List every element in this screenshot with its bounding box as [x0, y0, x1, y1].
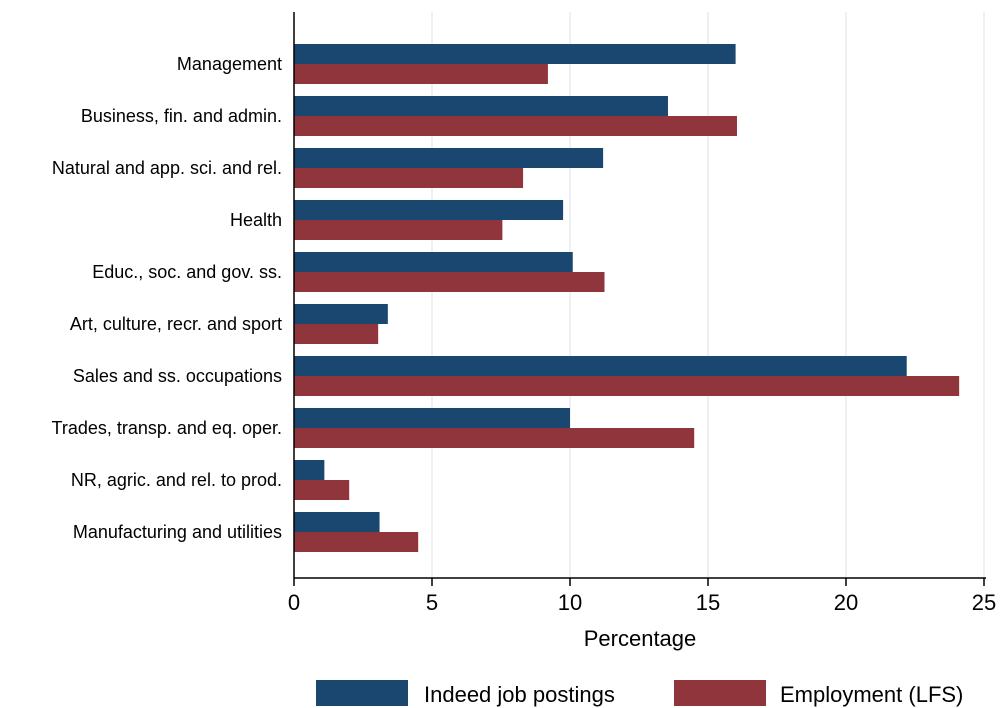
- x-axis-title: Percentage: [584, 626, 697, 651]
- bar-employment-lfs: [294, 480, 350, 500]
- bar-indeed-job-postings: [294, 408, 570, 428]
- category-label: Natural and app. sci. and rel.: [52, 158, 282, 178]
- x-tick-label: 15: [696, 590, 720, 615]
- bar-indeed-job-postings: [294, 356, 907, 376]
- bar-indeed-job-postings: [294, 200, 564, 220]
- category-label: Art, culture, recr. and sport: [70, 314, 282, 334]
- x-tick-label: 20: [834, 590, 858, 615]
- x-tick-label: 0: [288, 590, 300, 615]
- legend: Indeed job postings Employment (LFS): [316, 680, 963, 707]
- legend-label-indeed: Indeed job postings: [424, 682, 615, 707]
- category-label: Trades, transp. and eq. oper.: [52, 418, 282, 438]
- bar-employment-lfs: [294, 324, 379, 344]
- category-label: Manufacturing and utilities: [73, 522, 282, 542]
- bar-employment-lfs: [294, 116, 737, 136]
- category-label: Sales and ss. occupations: [73, 366, 282, 386]
- bar-indeed-job-postings: [294, 512, 380, 532]
- bars: [294, 44, 960, 552]
- bar-employment-lfs: [294, 64, 548, 84]
- bar-employment-lfs: [294, 272, 605, 292]
- bar-indeed-job-postings: [294, 304, 388, 324]
- bar-indeed-job-postings: [294, 148, 604, 168]
- category-label: Health: [230, 210, 282, 230]
- bar-employment-lfs: [294, 220, 503, 240]
- bar-employment-lfs: [294, 376, 960, 396]
- legend-label-lfs: Employment (LFS): [780, 682, 963, 707]
- x-tick-label: 25: [972, 590, 996, 615]
- x-tick-label: 5: [426, 590, 438, 615]
- bar-employment-lfs: [294, 532, 419, 552]
- bar-indeed-job-postings: [294, 96, 668, 116]
- bar-indeed-job-postings: [294, 44, 736, 64]
- category-label: Management: [177, 54, 282, 74]
- x-axis-ticks: 0 5 10 15 20 25: [288, 578, 996, 615]
- category-label: Business, fin. and admin.: [81, 106, 282, 126]
- bar-employment-lfs: [294, 168, 524, 188]
- bar-indeed-job-postings: [294, 460, 325, 480]
- legend-swatch-indeed: [316, 680, 408, 706]
- bar-indeed-job-postings: [294, 252, 573, 272]
- x-tick-label: 10: [558, 590, 582, 615]
- category-labels: Management Business, fin. and admin. Natur…: [52, 54, 282, 542]
- bar-employment-lfs: [294, 428, 695, 448]
- category-label: Educ., soc. and gov. ss.: [92, 262, 282, 282]
- legend-swatch-lfs: [674, 680, 766, 706]
- category-label: NR, agric. and rel. to prod.: [71, 470, 282, 490]
